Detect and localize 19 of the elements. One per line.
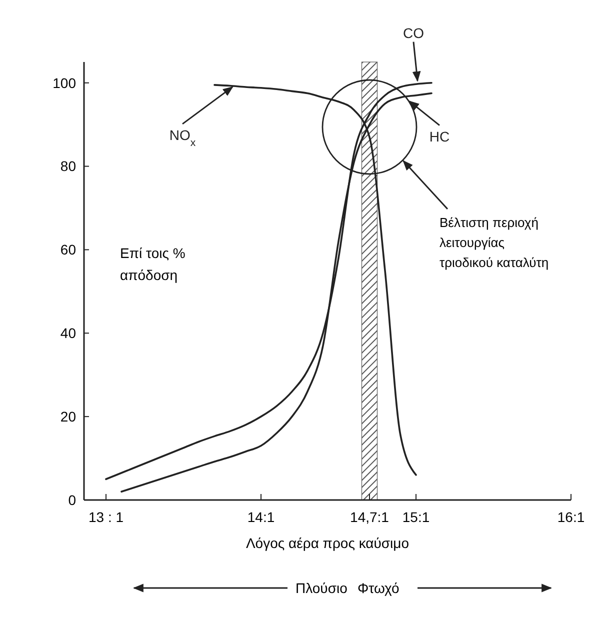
text: Φτωχό xyxy=(358,580,400,596)
text: CO xyxy=(403,24,424,41)
y-tick-label: 0 xyxy=(68,492,76,508)
x-tick-label: 15:1 xyxy=(402,509,430,525)
y-tick-label: 80 xyxy=(60,158,76,174)
y-tick-label: 40 xyxy=(60,325,76,342)
x-tick-label: 13 : 1 xyxy=(88,509,124,525)
y-axis-title: Επί τοις % απόδοση xyxy=(120,245,186,284)
legend-label: HC xyxy=(429,128,450,144)
x-tick-label: 16:1 xyxy=(557,509,585,525)
x-tick-label: 14,7:1 xyxy=(350,509,390,525)
y-tick-label: 60 xyxy=(60,242,76,258)
text: NO$_{x}$ xyxy=(169,126,196,149)
annotation: Βέλτιστη περιοχή λειτουργίας τριοδικού καταλύτη xyxy=(440,215,549,270)
x-axis-title: Λόγος αέρα προς καύσιμο xyxy=(246,535,410,551)
y-tick-label: 100 xyxy=(52,74,76,91)
y-tick-label: 20 xyxy=(60,408,76,424)
text: Πλούσιο xyxy=(296,580,348,596)
x-tick-label: 14:1 xyxy=(247,509,275,525)
